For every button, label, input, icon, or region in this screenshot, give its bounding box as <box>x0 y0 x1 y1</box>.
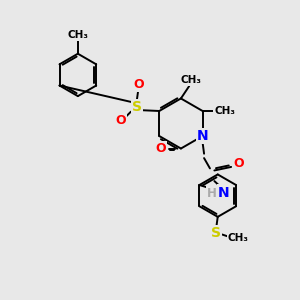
Text: H: H <box>207 187 217 200</box>
Text: CH₃: CH₃ <box>68 30 88 40</box>
Text: N: N <box>218 185 230 200</box>
Text: CH₃: CH₃ <box>214 106 235 116</box>
Text: O: O <box>155 142 166 155</box>
Text: O: O <box>133 78 143 91</box>
Text: S: S <box>211 226 221 240</box>
Text: CH₃: CH₃ <box>181 75 202 85</box>
Text: S: S <box>132 100 142 114</box>
Text: N: N <box>197 129 208 143</box>
Text: CH₃: CH₃ <box>227 233 248 243</box>
Text: O: O <box>233 157 244 169</box>
Text: O: O <box>115 114 126 127</box>
